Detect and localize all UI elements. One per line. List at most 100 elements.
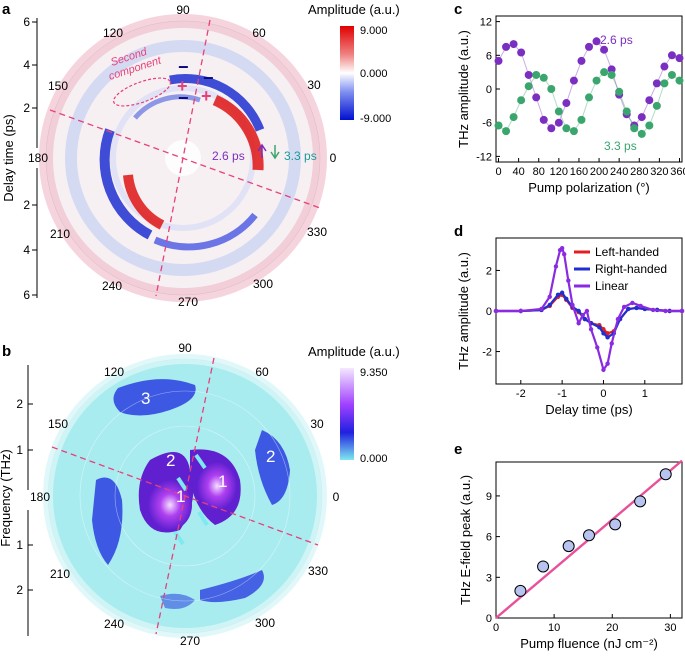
x-tick-label: 200: [590, 166, 608, 178]
y-tick-label: -12: [476, 151, 492, 163]
chart-c: 0 40 80 120160200240280320360 -12 -6 0 6 12 Pump …: [456, 15, 685, 195]
data-point: [554, 107, 563, 116]
y-axis-title: THz amplitude (a.u.): [456, 252, 471, 370]
a-ytitle: Delay time (ps): [1, 114, 16, 201]
data-point: [502, 42, 511, 51]
b-angle-label: 120: [104, 365, 124, 379]
y-axis-title: THz E-field peak (a.u.): [458, 475, 473, 605]
legend-label: Right-handed: [595, 262, 667, 276]
panel-label-a: a: [2, 1, 11, 18]
a-dash-line-2: [49, 109, 321, 209]
a-minus-sign: −: [178, 88, 189, 108]
data-point: [588, 327, 594, 332]
x-tick-label: 360: [670, 166, 685, 178]
chart-e: 0 10 20 30 0 3 6 9 Pump fluence (nJ cm⁻²) THz E-f…: [458, 459, 683, 651]
data-point: [514, 584, 527, 597]
b-angle-label: 330: [308, 564, 328, 578]
data-point: [630, 124, 639, 133]
data-point: [494, 121, 503, 130]
y-axis-title: THz amplitude (a.u.): [456, 30, 471, 148]
a-arrow-green-icon: [270, 145, 280, 160]
data-point: [652, 79, 661, 88]
b-lobe-label: 1: [218, 472, 227, 491]
b-core-glow-right: [197, 462, 237, 510]
a-minus-sign: −: [178, 57, 189, 77]
data-point: [584, 308, 590, 314]
data-point: [605, 331, 610, 336]
a-blue-arc-bottom: [153, 212, 258, 251]
data-point: [524, 82, 533, 91]
y-tick-label: 3: [486, 572, 492, 584]
data-point: [517, 48, 526, 57]
b-angle-label: 150: [48, 417, 68, 431]
data-point: [585, 93, 593, 102]
data-point: [595, 345, 600, 350]
b-colorbar-title: Amplitude (a.u.): [308, 344, 400, 359]
a-red-arc-left: [123, 174, 165, 230]
series-line-left-handed: [496, 293, 682, 335]
data-point: [562, 124, 571, 133]
b-angle-label: 240: [104, 617, 124, 631]
panel-label-e: e: [454, 441, 462, 458]
a-angle-label: 270: [178, 295, 198, 309]
a-red-arc-right: [212, 94, 264, 171]
data-point: [494, 56, 503, 65]
a-ytick: 2: [23, 198, 30, 212]
a-ytick: 6: [23, 15, 30, 29]
data-point: [502, 127, 511, 136]
data-point: [562, 99, 571, 108]
b-ytick: 2: [16, 397, 23, 411]
legend-label: Linear: [595, 279, 628, 293]
b-colorbar-max: 9.350: [360, 367, 388, 379]
data-point: [559, 245, 565, 251]
a-angle-label: 60: [252, 26, 266, 40]
b-angle-label: 270: [180, 634, 200, 648]
b-ytick: 1: [16, 538, 23, 552]
data-point: [675, 54, 684, 63]
data-point: [600, 68, 609, 77]
data-point: [553, 264, 559, 269]
x-tick-label: 0: [493, 622, 499, 634]
a-ytick: 4: [23, 243, 30, 257]
a-blue-arc-left: [99, 128, 153, 240]
b-angle-label: 0: [333, 490, 340, 504]
x-axis-title: Pump polarization (°): [528, 180, 650, 195]
panel-a: a 6 4 2 2 4 6 Delay time (ps): [1, 1, 400, 309]
data-point: [539, 115, 548, 124]
y-tick-label: -6: [482, 118, 492, 130]
data-point: [569, 127, 578, 136]
a-angle-label: 90: [176, 3, 190, 17]
data-point: [605, 361, 610, 366]
y-tick-label: 12: [480, 17, 492, 29]
y-tick-label: 0: [486, 613, 492, 625]
b-angle-label: 300: [255, 616, 275, 630]
a-polar-map: [39, 14, 327, 302]
a-colorbar-mid: 0.000: [360, 68, 388, 80]
b-ytick: 2: [16, 583, 23, 597]
data-point: [663, 308, 668, 314]
data-point: [517, 96, 526, 105]
y-tick-label: 2: [486, 265, 492, 277]
data-point: [659, 468, 672, 481]
x-tick-label: 0: [600, 388, 606, 400]
data-point: [637, 113, 646, 122]
plot-frame: [495, 461, 683, 619]
data-point: [583, 529, 595, 542]
data-point: [634, 305, 639, 311]
data-point: [660, 79, 669, 88]
data-point: [607, 65, 616, 74]
data-point: [577, 115, 586, 124]
data-point: [509, 40, 518, 49]
a-colorbar: [340, 26, 354, 120]
data-point: [562, 252, 567, 257]
data-point: [532, 70, 541, 79]
data-point: [650, 307, 656, 313]
b-lobe-label: 3: [141, 389, 150, 408]
a-colorbar-title: Amplitude (a.u.): [308, 2, 400, 17]
b-lobe-3: [113, 379, 196, 416]
data-point: [601, 331, 606, 336]
data-point: [667, 51, 676, 60]
data-point: [582, 316, 588, 322]
data-point: [518, 308, 523, 314]
panel-label-b: b: [2, 343, 11, 360]
